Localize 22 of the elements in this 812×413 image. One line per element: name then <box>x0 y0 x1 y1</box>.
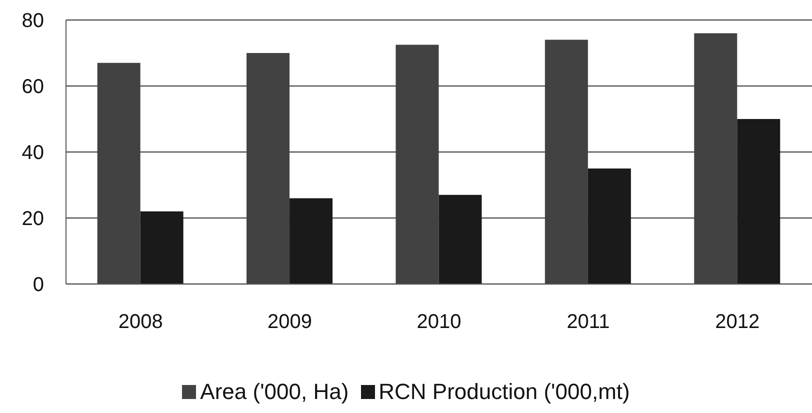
bar <box>544 40 588 284</box>
bar <box>737 119 780 284</box>
bar <box>290 198 333 284</box>
bar <box>438 194 482 284</box>
x-tick-label: 2012 <box>715 311 760 334</box>
y-tick-label: 20 <box>22 208 44 230</box>
y-tick-label: 60 <box>22 76 44 98</box>
bar <box>97 62 140 284</box>
legend-label: Area ('000, Ha) <box>200 379 349 405</box>
bar <box>246 53 290 284</box>
bar <box>396 44 439 284</box>
y-tick-label: 80 <box>22 10 44 32</box>
bar <box>140 211 184 284</box>
x-tick-label: 2010 <box>416 311 462 334</box>
x-tick-label: 2009 <box>268 311 312 334</box>
legend-label: RCN Production ('000,mt) <box>378 379 630 405</box>
x-tick-label: 2011 <box>566 311 610 334</box>
bar <box>588 168 631 284</box>
y-tick-label: 0 <box>32 274 44 296</box>
y-tick-label: 40 <box>22 142 44 164</box>
x-tick-label: 2008 <box>118 311 163 334</box>
bar <box>694 33 738 284</box>
